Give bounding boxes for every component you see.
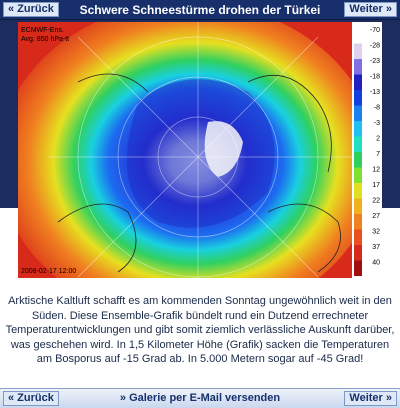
colorbar-label: 7	[376, 151, 380, 158]
cold-core	[126, 79, 275, 228]
source-label: ECMWF-Ens.	[21, 27, 64, 34]
colorbar-swatch	[354, 152, 362, 168]
colorbar-label: 27	[372, 213, 380, 220]
email-link[interactable]: » Galerie per E-Mail versenden	[119, 392, 281, 404]
colorbar-swatch	[354, 229, 362, 245]
colorbar-label: 40	[372, 260, 380, 267]
weather-map: ECMWF-Ens. Avg. 850 hPa-tt 2008-02-17 12…	[18, 22, 382, 278]
colorbar-swatch	[354, 136, 362, 152]
colorbar-swatch	[354, 105, 362, 121]
colorbar-swatch	[354, 74, 362, 90]
colorbar-label: -28	[370, 43, 380, 50]
colorbar-label: -8	[374, 105, 380, 112]
colorbar-label: 37	[372, 244, 380, 251]
colorbar-label: -23	[370, 58, 380, 65]
next-button[interactable]: Weiter »	[344, 391, 397, 406]
next-button[interactable]: Weiter »	[344, 2, 397, 17]
colorbar-label: 22	[372, 198, 380, 205]
top-bar: « Zurück Schwere Schneestürme drohen der…	[0, 0, 400, 20]
colorbar-label: 12	[372, 167, 380, 174]
colorbar-swatch	[354, 198, 362, 214]
colorbar-swatch	[354, 183, 362, 199]
coastlines	[57, 73, 341, 273]
gallery-title: Schwere Schneestürme drohen der Türkei	[79, 3, 321, 17]
back-button[interactable]: « Zurück	[3, 2, 59, 17]
colorbar-label: 17	[372, 182, 380, 189]
graticule	[48, 22, 358, 278]
greenland	[204, 121, 243, 177]
colorbar-swatch	[354, 214, 362, 230]
colorbar-swatch	[354, 43, 362, 59]
back-button[interactable]: « Zurück	[3, 391, 59, 406]
colorbar-label: -3	[374, 120, 380, 127]
colorbar-label: -13	[370, 89, 380, 96]
bottom-bar: « Zurück » Galerie per E-Mail versenden …	[0, 388, 400, 408]
colorbar-swatch	[354, 59, 362, 75]
colorbar-swatch	[354, 121, 362, 137]
timestamp: 2008-02-17 12:00	[21, 268, 76, 275]
colorbar-swatch	[354, 90, 362, 106]
colorbar-label: -18	[370, 74, 380, 81]
colorbar-label: 2	[376, 136, 380, 143]
colorbar-label: -70	[370, 27, 380, 34]
colorbar-swatch	[354, 167, 362, 183]
colorbar-swatch	[354, 260, 362, 276]
variable-label: Avg. 850 hPa-tt	[21, 36, 69, 43]
colorbar-label: 32	[372, 229, 380, 236]
colorbar-swatch	[354, 245, 362, 261]
colorbar-swatch	[354, 28, 362, 44]
caption: Arktische Kaltluft schafft es am kommend…	[5, 295, 395, 366]
